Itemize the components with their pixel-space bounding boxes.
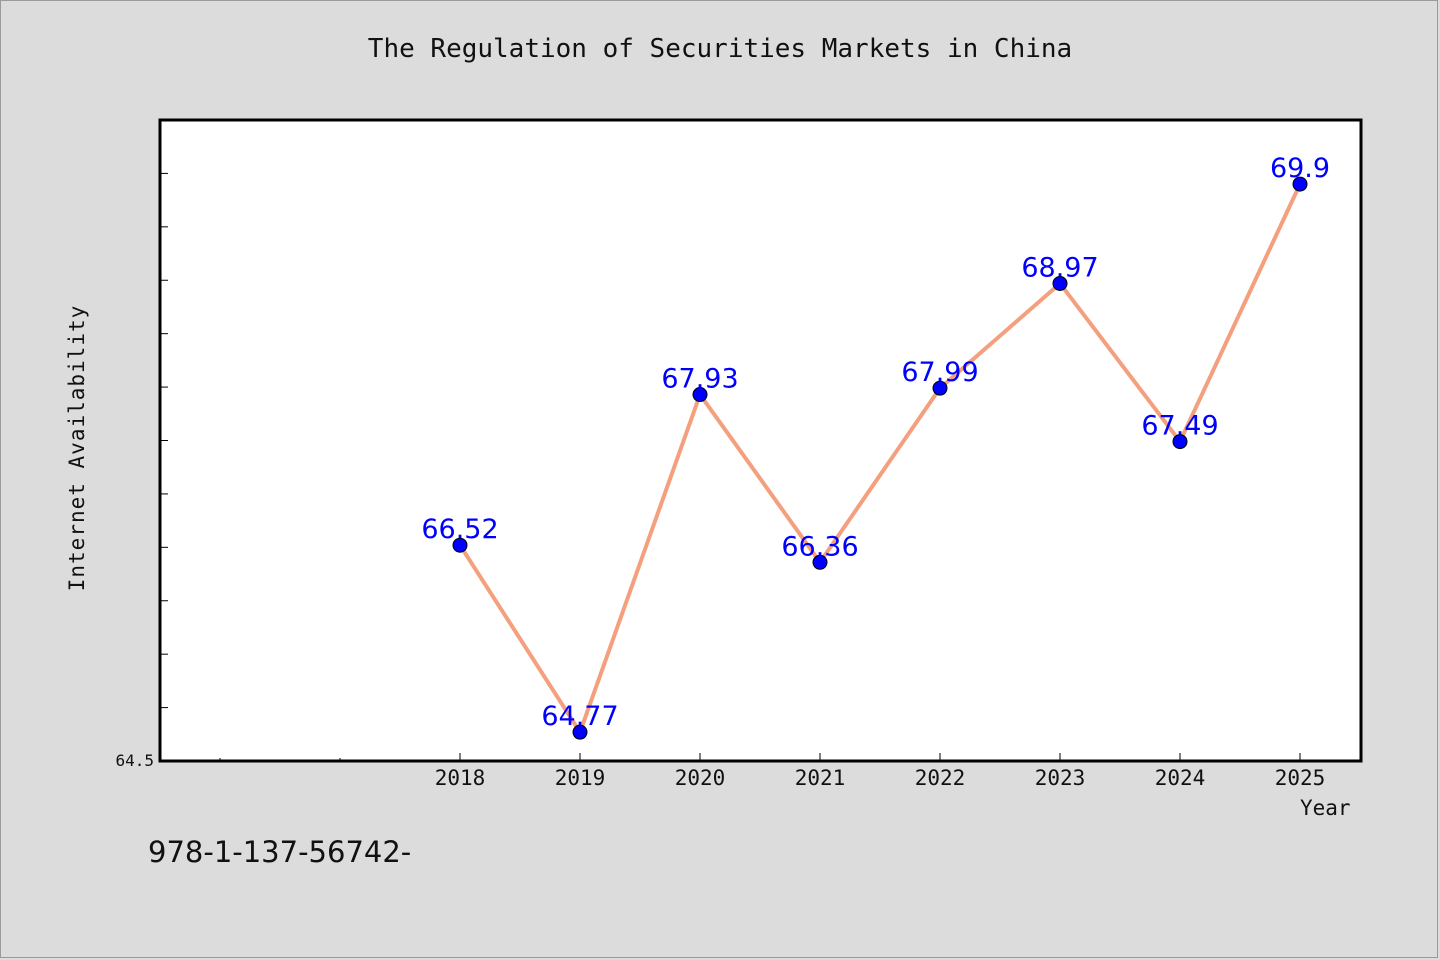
data-label-2023: 68.97: [1021, 252, 1098, 283]
plot-background: [160, 120, 1361, 761]
x-tick-label-2019: 2019: [555, 766, 606, 790]
data-point-2018: [452, 537, 468, 553]
x-axis-label: Year: [1300, 796, 1351, 820]
data-label-2019: 64.77: [541, 701, 618, 732]
x-tick-label-2024: 2024: [1155, 766, 1206, 790]
data-point-2020: [692, 387, 708, 403]
data-label-2020: 67.93: [661, 364, 738, 395]
data-point-2021: [812, 554, 828, 570]
data-label-2022: 67.99: [901, 357, 978, 388]
x-tick-label-2021: 2021: [795, 766, 846, 790]
x-tick-label-2018: 2018: [435, 766, 486, 790]
data-label-2018: 66.52: [421, 514, 498, 545]
plot-border: [158, 118, 1363, 763]
series-line: [458, 182, 1302, 735]
chart-title: The Regulation of Securities Markets in …: [367, 34, 1073, 64]
data-point-2025: [1292, 176, 1308, 192]
x-tick-label-2025: 2025: [1275, 766, 1326, 790]
data-point-2019: [572, 724, 588, 740]
isbn-code: 978-1-137-56742-: [148, 835, 412, 869]
data-label-2024: 67.49: [1141, 411, 1218, 442]
x-tick-label-2023: 2023: [1035, 766, 1086, 790]
data-label-2021: 66.36: [781, 531, 858, 562]
data-point-2023: [1052, 275, 1068, 291]
x-tick-label-2022: 2022: [915, 766, 966, 790]
data-point-2022: [932, 380, 948, 396]
x-tick-label-2020: 2020: [675, 766, 726, 790]
data-label-2025: 69.9: [1270, 153, 1330, 184]
y-tick-label: 64.5: [115, 751, 154, 770]
data-point-2024: [1172, 434, 1188, 450]
